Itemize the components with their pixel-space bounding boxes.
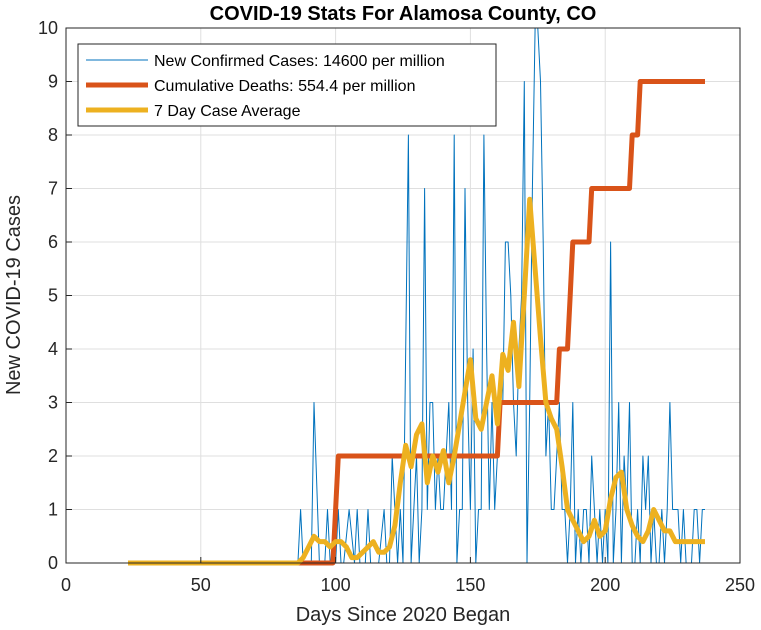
x-axis: 0 50 100 150 200 250 bbox=[61, 557, 755, 595]
y-axis: 0 1 2 3 4 5 6 7 8 9 10 bbox=[38, 18, 72, 573]
x-tick-label: 150 bbox=[455, 575, 485, 595]
legend: New Confirmed Cases: 14600 per million C… bbox=[77, 43, 497, 127]
y-tick-label: 5 bbox=[48, 286, 58, 306]
y-tick-label: 10 bbox=[38, 18, 58, 38]
y-tick-label: 8 bbox=[48, 125, 58, 145]
y-axis-label: New COVID-19 Cases bbox=[3, 195, 25, 395]
x-axis-label: Days Since 2020 Began bbox=[296, 604, 511, 626]
y-tick-label: 9 bbox=[48, 72, 58, 92]
legend-entry-new-cases: New Confirmed Cases: 14600 per million bbox=[154, 53, 445, 70]
series-7day-average bbox=[128, 196, 705, 566]
legend-entry-deaths: Cumulative Deaths: 554.4 per million bbox=[154, 78, 415, 95]
x-tick-label: 200 bbox=[590, 575, 620, 595]
y-tick-label: 1 bbox=[48, 500, 58, 520]
chart-title: COVID-19 Stats For Alamosa County, CO bbox=[210, 3, 597, 25]
x-tick-label: 0 bbox=[61, 575, 71, 595]
x-tick-label: 250 bbox=[725, 575, 755, 595]
legend-entry-7day-average: 7 Day Case Average bbox=[154, 103, 301, 120]
x-tick-label: 50 bbox=[191, 575, 211, 595]
y-tick-label: 4 bbox=[48, 339, 58, 359]
y-tick-label: 2 bbox=[48, 446, 58, 466]
y-tick-label: 6 bbox=[48, 232, 58, 252]
series-cumulative-deaths bbox=[128, 79, 705, 566]
y-tick-label: 7 bbox=[48, 179, 58, 199]
x-tick-label: 100 bbox=[321, 575, 351, 595]
y-tick-label: 3 bbox=[48, 393, 58, 413]
y-tick-label: 0 bbox=[48, 553, 58, 573]
